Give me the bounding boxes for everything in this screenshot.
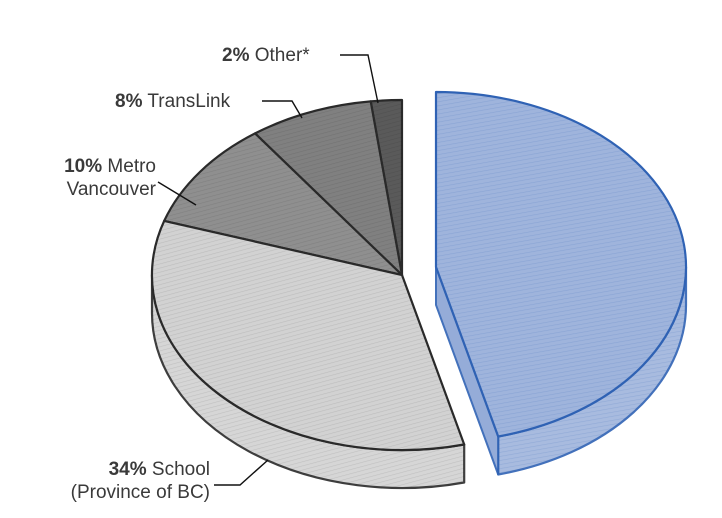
leader-lines (157, 54, 379, 486)
slice-top-hatch-3 (151, 220, 465, 451)
label-other-text: Other* (254, 45, 310, 66)
label-metro-vancouver: 10% Metro Vancouver (4, 155, 156, 201)
leader-other (340, 54, 379, 104)
label-translink: 8% TransLink (115, 90, 230, 113)
label-school: 34% School (Province of BC) (20, 458, 210, 504)
label-metro-pct: 10% (64, 156, 103, 177)
label-school-line2: (Province of BC) (70, 482, 210, 503)
pie-slices (150, 90, 688, 452)
label-other-pct: 2% (222, 45, 250, 66)
slice-side-hatch-3-0 (152, 275, 465, 489)
leader-school (214, 459, 269, 486)
leader-metro (157, 181, 197, 206)
leader-translink (262, 100, 303, 119)
slice-top-hatch-2 (164, 133, 402, 275)
slice-top-hatch-4 (436, 91, 687, 437)
label-metro-line1: Metro (107, 156, 156, 177)
label-translink-pct: 8% (115, 91, 143, 112)
label-other: 2% Other* (222, 44, 310, 67)
slice-side-hatch-4-0 (498, 267, 687, 475)
slice-top-hatch-1 (255, 101, 402, 276)
label-school-pct: 34% (108, 459, 147, 480)
label-translink-text: TransLink (147, 91, 231, 112)
label-metro-line2: Vancouver (66, 179, 156, 200)
pie-side-walls (150, 265, 688, 490)
label-school-line1: School (151, 459, 210, 480)
